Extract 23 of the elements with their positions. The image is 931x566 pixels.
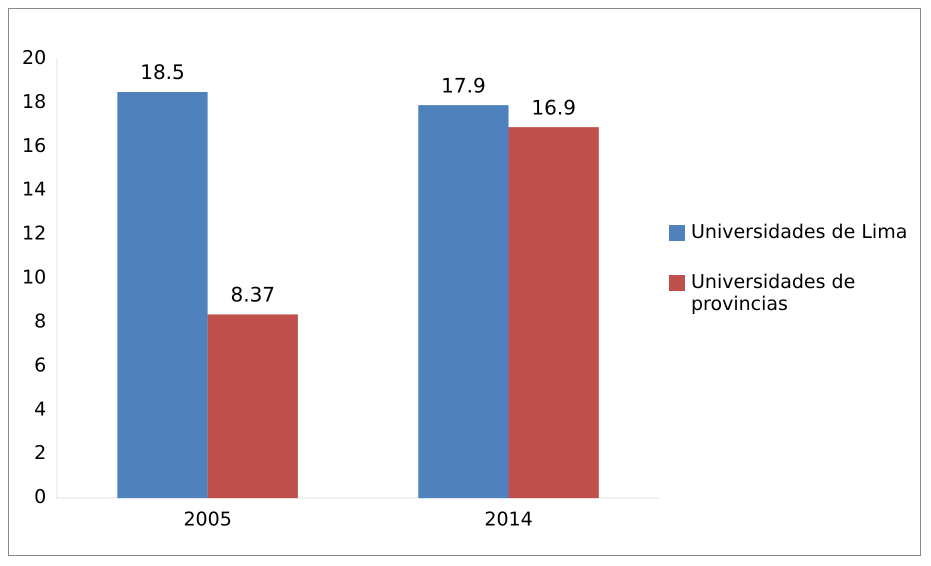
legend-label: Universidades de Lima: [691, 221, 908, 243]
bar: [208, 314, 298, 498]
bar: [508, 127, 599, 498]
legend-label: Universidades de provincias: [691, 271, 856, 315]
y-tick-label: 12: [22, 222, 46, 245]
data-label: 18.5: [140, 60, 185, 84]
y-tick-label: 16: [22, 134, 46, 157]
bar: [418, 105, 509, 498]
x-tick-label: 2005: [183, 508, 232, 531]
y-tick-label: 10: [22, 266, 46, 289]
y-tick-label: 18: [22, 90, 46, 113]
data-label: 8.37: [230, 282, 276, 307]
y-tick-label: 0: [34, 486, 46, 508]
y-tick-label: 20: [22, 46, 46, 69]
data-label: 16.9: [531, 95, 576, 120]
y-tick-label: 6: [34, 354, 46, 376]
data-label: 17.9: [441, 73, 486, 98]
bar: [117, 92, 208, 498]
y-tick-label: 4: [34, 398, 46, 420]
y-tick-label: 2: [34, 442, 46, 464]
y-tick-label: 14: [22, 178, 46, 201]
y-tick-label: 8: [34, 310, 46, 332]
x-tick-label: 2014: [484, 508, 533, 531]
